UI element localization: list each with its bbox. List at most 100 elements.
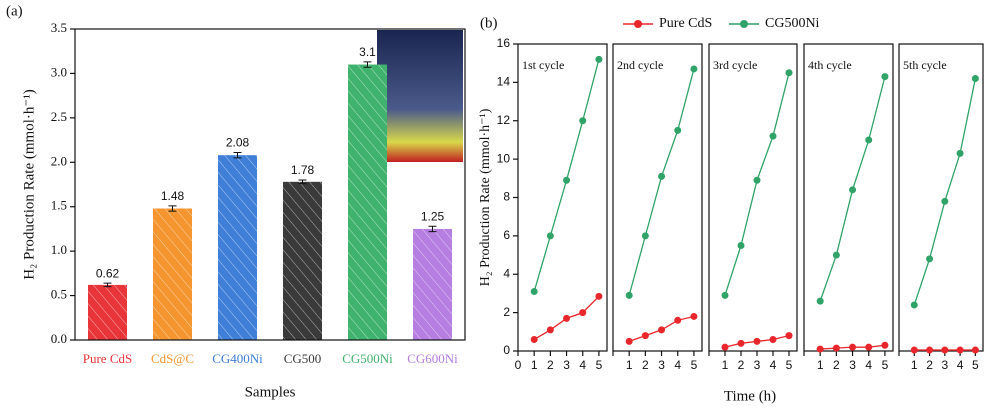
value-label: 1.48 — [161, 189, 185, 203]
data-point — [753, 337, 761, 345]
bar-hatch — [413, 228, 452, 340]
error-bar — [103, 282, 112, 288]
x-axis-title: Samples — [245, 384, 296, 400]
y-tick-label: 0.0 — [51, 331, 67, 346]
data-point — [530, 288, 538, 296]
y-tick-label: 2.0 — [51, 153, 67, 168]
panel-frame — [803, 43, 894, 352]
series-line — [724, 72, 790, 296]
y-tick-label: 10 — [497, 151, 511, 165]
panel-frame — [612, 43, 703, 352]
y-tick-label: 2.5 — [51, 109, 67, 124]
x-tick-label: 0 — [515, 358, 522, 372]
data-point — [910, 346, 918, 354]
x-axis-title: Time (h) — [724, 388, 776, 404]
series-line — [913, 78, 977, 306]
y-tick-label: 0.5 — [51, 287, 67, 302]
data-point — [546, 326, 554, 334]
bar-hatch — [348, 64, 387, 341]
data-point — [625, 337, 633, 345]
x-tick-label: 2 — [547, 358, 554, 372]
data-point — [941, 197, 949, 205]
cycle-label: 4th cycle — [808, 58, 852, 72]
x-tick-label: 3 — [658, 358, 665, 372]
data-point — [971, 75, 979, 83]
y-tick-label: 2 — [503, 305, 510, 319]
value-label: 1.78 — [291, 163, 315, 177]
y-tick-label: 0 — [503, 343, 510, 357]
data-point — [753, 176, 761, 184]
value-label: 0.62 — [96, 266, 120, 280]
data-point — [737, 339, 745, 347]
data-point — [849, 343, 857, 351]
legend-marker — [740, 20, 748, 28]
x-tick-label: 3 — [849, 358, 856, 372]
cycle-label: 5th cycle — [903, 58, 947, 72]
y-tick-label: 3.0 — [51, 64, 67, 79]
x-tick-label: 3 — [941, 358, 948, 372]
x-tick-label: CG500Ni — [342, 351, 393, 366]
data-point — [690, 65, 698, 73]
data-point — [721, 291, 729, 299]
x-tick-label: 3 — [563, 358, 570, 372]
data-point — [926, 346, 934, 354]
x-tick-label: 4 — [674, 358, 681, 372]
panel-label: (b) — [480, 15, 498, 31]
data-point — [530, 335, 538, 343]
data-point — [849, 186, 857, 194]
cycle-label: 1st cycle — [522, 58, 564, 72]
data-point — [579, 309, 587, 317]
x-tick-label: 5 — [972, 358, 979, 372]
data-point — [785, 332, 793, 340]
x-tick-label: CG400Ni — [212, 351, 263, 366]
cycle-label: 3rd cycle — [713, 58, 757, 72]
panel-frame — [708, 43, 798, 352]
data-point — [941, 346, 949, 354]
inset-photo — [377, 30, 463, 162]
data-point — [579, 117, 587, 125]
y-axis-title: H₂ Production Rate (mmol·h⁻¹) — [478, 108, 493, 286]
panel-frame — [898, 43, 984, 352]
data-point — [865, 136, 873, 144]
data-point — [881, 341, 889, 349]
y-tick-label: 12 — [497, 113, 511, 127]
data-point — [956, 149, 964, 157]
data-point — [625, 291, 633, 299]
y-tick-label: 6 — [503, 228, 510, 242]
data-point — [563, 314, 571, 322]
data-point — [674, 126, 682, 134]
x-tick-label: 2 — [642, 358, 649, 372]
x-tick-label: 2 — [833, 358, 840, 372]
x-tick-label: CG500 — [284, 351, 322, 366]
y-axis-title: H₂ Production Rate (mmol·h⁻¹) — [21, 89, 37, 280]
data-point — [816, 297, 824, 305]
data-point — [785, 69, 793, 77]
x-tick-label: 5 — [786, 358, 793, 372]
y-tick-label: 4 — [503, 266, 510, 280]
data-point — [641, 232, 649, 240]
y-tick-label: 1.0 — [51, 242, 67, 257]
x-tick-label: 4 — [865, 358, 872, 372]
error-bar — [298, 179, 307, 185]
cycle-label: 2nd cycle — [617, 58, 663, 72]
series-line — [628, 68, 695, 296]
data-point — [881, 73, 889, 81]
y-tick-label: 16 — [497, 36, 511, 50]
error-bar — [363, 61, 372, 68]
x-tick-label: 1 — [722, 358, 729, 372]
data-point — [641, 332, 649, 340]
data-point — [816, 345, 824, 353]
bar-hatch — [218, 155, 257, 340]
data-point — [658, 326, 666, 334]
value-label: 2.08 — [226, 136, 250, 150]
legend-label: Pure CdS — [659, 16, 712, 31]
data-point — [546, 232, 554, 240]
data-point — [690, 312, 698, 320]
data-point — [971, 346, 979, 354]
value-label: 1.25 — [421, 209, 445, 223]
data-point — [737, 241, 745, 249]
x-tick-label: 2 — [738, 358, 745, 372]
y-tick-label: 1.5 — [51, 198, 67, 213]
legend-label: CG500Ni — [765, 16, 820, 31]
